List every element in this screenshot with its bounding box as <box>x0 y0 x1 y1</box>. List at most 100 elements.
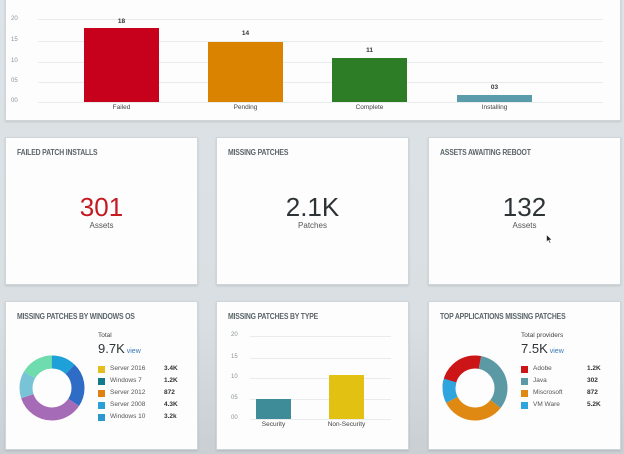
card-title: MISSING PATCHES <box>228 148 289 157</box>
legend-item[interactable]: Adobe 1.2K <box>521 364 611 376</box>
gridline <box>250 399 391 400</box>
y-tick: 15 <box>11 37 18 43</box>
gridline <box>38 62 603 63</box>
bar-label-pending: Pending <box>233 104 258 111</box>
y-tick: 05 <box>231 395 238 401</box>
apps-legend: Adobe 1.2K Java 302 Miscrosoft 872 VM Wa… <box>521 364 611 412</box>
stat-unit: Assets <box>512 221 537 230</box>
bar-failed[interactable] <box>84 28 159 102</box>
stat-unit: Patches <box>298 221 327 230</box>
bar-label-failed: Failed <box>112 104 131 111</box>
stat-value: 132 <box>502 192 547 222</box>
legend-item[interactable]: Server 2012 872 <box>98 388 188 400</box>
y-tick: 00 <box>231 415 238 421</box>
mouse-cursor-icon <box>546 234 553 244</box>
y-tick: 20 <box>231 332 238 338</box>
legend-swatch <box>98 366 105 373</box>
missing-patches-card[interactable]: MISSING PATCHES 2.1K Patches <box>216 137 409 285</box>
legend-value: 1.2K <box>164 377 178 384</box>
card-title: MISSING PATCHES BY TYPE <box>228 312 319 321</box>
legend-swatch <box>98 402 105 409</box>
legend-label: VM Ware <box>533 401 560 408</box>
legend-label: Server 2008 <box>110 401 146 408</box>
missing-patches-by-type-card: MISSING PATCHES BY TYPE 20 15 10 05 00 S… <box>216 301 409 450</box>
stat-value: 2.1K <box>285 192 340 222</box>
gridline <box>38 102 603 103</box>
legend-label: Adobe <box>533 365 552 372</box>
bar-label-installing: Installing <box>481 104 508 111</box>
legend-label: Java <box>533 377 547 384</box>
total-value: 9.7K view <box>98 341 141 356</box>
view-link[interactable]: view <box>126 348 141 355</box>
legend-swatch <box>98 378 105 385</box>
legend-item[interactable]: Java 302 <box>521 376 611 388</box>
gridline <box>38 82 603 83</box>
legend-value: 3.4K <box>164 365 178 372</box>
legend-label: Server 2016 <box>110 365 146 372</box>
y-tick: 00 <box>11 98 18 104</box>
card-title: FAILED PATCH INSTALLS <box>17 148 98 157</box>
legend-swatch <box>98 390 105 397</box>
view-link[interactable]: view <box>549 348 564 355</box>
assets-awaiting-reboot-card[interactable]: ASSETS AWAITING REBOOT 132 Assets <box>428 137 621 285</box>
y-tick: 10 <box>231 374 238 380</box>
y-tick: 15 <box>231 354 238 360</box>
legend-swatch <box>521 390 528 397</box>
legend-item[interactable]: Windows 7 1.2K <box>98 376 188 388</box>
legend-value: 302 <box>587 377 598 384</box>
legend-item[interactable]: VM Ware 5.2K <box>521 400 611 412</box>
gridline <box>250 336 391 337</box>
legend-label: Miscrosoft <box>533 389 563 396</box>
gridline <box>38 41 603 42</box>
gridline <box>38 19 603 20</box>
legend-value: 872 <box>164 389 175 396</box>
legend-item[interactable]: Server 2008 4.3K <box>98 400 188 412</box>
legend-value: 5.2K <box>587 401 601 408</box>
y-tick: 20 <box>11 16 18 22</box>
total-value: 7.5K view <box>521 341 564 356</box>
bar-pending[interactable] <box>208 42 283 102</box>
card-title: MISSING PATCHES BY WINDOWS OS <box>17 312 135 321</box>
legend-item[interactable]: Windows 10 3.2k <box>98 412 188 424</box>
total-number: 9.7K <box>98 341 125 356</box>
legend-value: 1.2K <box>587 365 601 372</box>
bar-label-complete: Complete <box>355 104 384 111</box>
top-applications-missing-patches-card: TOP APPLICATIONS MISSING PATCHES Total p… <box>428 301 621 450</box>
bar-complete[interactable] <box>332 58 407 102</box>
legend-swatch <box>98 414 105 421</box>
missing-patches-by-os-card: MISSING PATCHES BY WINDOWS OS Total 9.7K… <box>5 301 198 450</box>
card-title: ASSETS AWAITING REBOOT <box>440 148 531 157</box>
apps-donut-chart[interactable] <box>441 354 509 422</box>
os-legend: Server 2016 3.4K Windows 7 1.2K Server 2… <box>98 364 188 424</box>
bar-value-failed: 18 <box>117 18 126 25</box>
bar-security[interactable] <box>256 399 291 419</box>
bar-label-security: Security <box>261 421 286 428</box>
legend-swatch <box>521 402 528 409</box>
legend-label: Windows 10 <box>110 413 146 420</box>
total-number: 7.5K <box>521 341 548 356</box>
bar-value-installing: 03 <box>490 84 499 91</box>
bar-installing[interactable] <box>457 95 532 102</box>
legend-swatch <box>521 366 528 373</box>
legend-value: 3.2k <box>164 413 177 420</box>
card-title: TOP APPLICATIONS MISSING PATCHES <box>440 312 566 321</box>
gridline <box>250 419 391 420</box>
stat-value: 301 <box>79 192 124 222</box>
legend-item[interactable]: Miscrosoft 872 <box>521 388 611 400</box>
legend-item[interactable]: Server 2016 3.4K <box>98 364 188 376</box>
legend-label: Windows 7 <box>110 377 142 384</box>
total-label: Total providers <box>521 332 564 339</box>
legend-value: 872 <box>587 389 598 396</box>
failed-patch-installs-card[interactable]: FAILED PATCH INSTALLS 301 Assets <box>5 137 198 285</box>
legend-value: 4.3K <box>164 401 178 408</box>
legend-label: Server 2012 <box>110 389 146 396</box>
stat-unit: Assets <box>89 221 114 230</box>
y-tick: 10 <box>11 58 18 64</box>
y-tick: 05 <box>11 78 18 84</box>
bar-value-pending: 14 <box>241 30 250 37</box>
legend-swatch <box>521 378 528 385</box>
os-donut-chart[interactable] <box>18 354 86 422</box>
total-label: Total <box>98 332 112 339</box>
bar-non-security[interactable] <box>329 375 364 419</box>
bar-label-non-security: Non-Security <box>327 421 366 428</box>
